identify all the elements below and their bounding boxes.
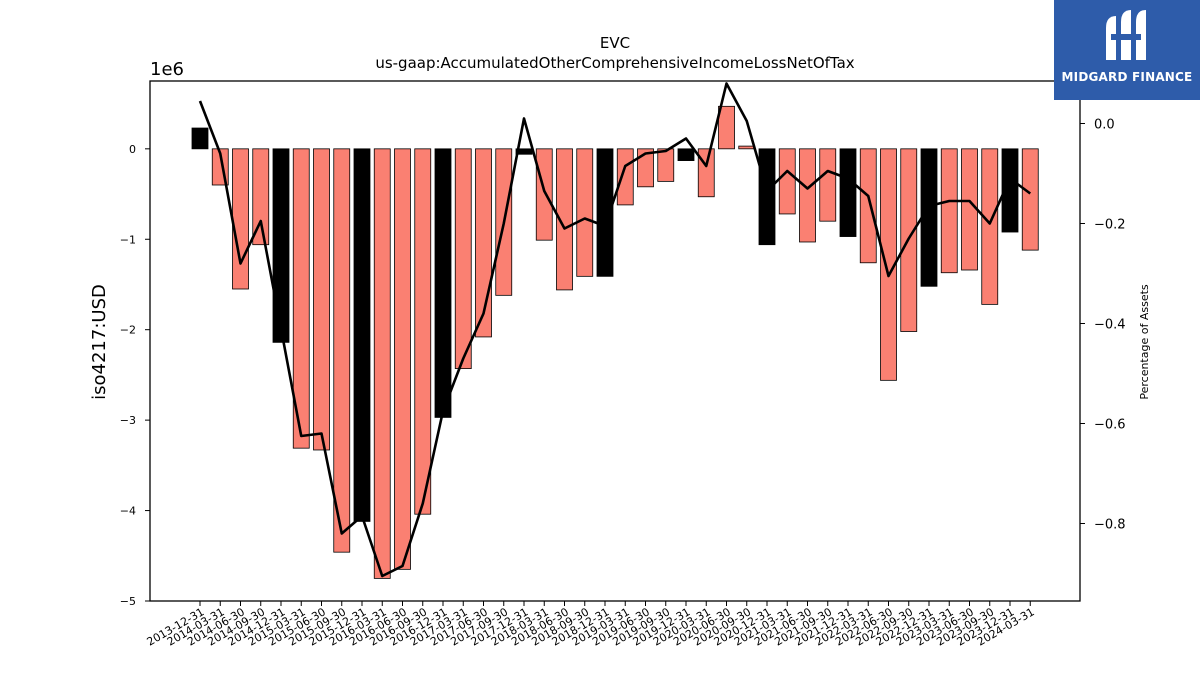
bar-2014-12-31 <box>272 148 290 343</box>
bar-2020-12-31 <box>758 148 776 246</box>
percentage-line <box>198 82 1032 578</box>
y-tick-label: −2 <box>120 324 136 337</box>
y-tick-label: −1 <box>120 233 136 246</box>
bar-2014-09-30 <box>252 148 270 246</box>
bar-2023-12-31 <box>1001 148 1019 233</box>
bar-2021-03-31 <box>778 148 796 215</box>
bar-2017-03-31 <box>454 148 472 369</box>
y2-axis-label: Percentage of Assets <box>1138 284 1151 400</box>
bar-2015-12-31 <box>353 148 371 522</box>
bar-2021-06-30 <box>799 148 816 243</box>
y2-tick-label: −0.2 <box>1094 218 1126 233</box>
bar-2016-09-30 <box>414 148 432 515</box>
bar-2018-06-30 <box>556 148 573 291</box>
y2-tick-label: −0.4 <box>1094 318 1126 333</box>
y2-tick-label: −0.8 <box>1094 518 1126 533</box>
logo-text: MIDGARD FINANCE <box>1061 70 1193 84</box>
plot-frame <box>149 80 1081 602</box>
bar-2019-03-31 <box>616 148 634 206</box>
bar-group <box>191 105 1039 579</box>
chart-title: EVC <box>600 34 630 52</box>
bar-2016-03-31 <box>373 148 391 579</box>
bar-2022-12-31 <box>920 148 938 287</box>
bar-2023-09-30 <box>981 148 999 305</box>
y-tick-label: −4 <box>120 505 136 518</box>
bar-2021-12-31 <box>839 148 857 237</box>
midgard-logo-icon <box>1106 10 1146 60</box>
bar-2020-06-30 <box>718 105 735 150</box>
bar-2018-09-30 <box>576 148 594 277</box>
bar-2023-06-30 <box>961 148 978 271</box>
bar-2019-12-31 <box>677 148 695 161</box>
bar-2015-03-31 <box>292 148 310 449</box>
axes: 0−1−2−3−4−50.0−0.2−0.4−0.6−0.82013-12-31… <box>120 80 1126 649</box>
y-tick-label: −3 <box>120 414 136 427</box>
line-group <box>198 82 1032 578</box>
midgard-finance-logo: MIDGARD FINANCE <box>1054 0 1200 100</box>
bar-2024-03-31 <box>1021 148 1039 251</box>
bar-2020-03-31 <box>697 148 715 198</box>
bar-2019-06-30 <box>637 148 654 188</box>
bar-2023-03-31 <box>940 148 958 274</box>
y-tick-label: 0 <box>129 143 136 156</box>
chart-subtitle: us-gaap:AccumulatedOtherComprehensiveInc… <box>375 54 854 72</box>
bar-2013-12-31 <box>191 127 209 150</box>
bar-2015-06-30 <box>313 148 330 451</box>
bar-2020-09-30 <box>738 145 756 150</box>
y-scale-label: 1e6 <box>150 59 184 80</box>
bar-2018-03-31 <box>535 148 553 241</box>
bar-2022-03-31 <box>859 148 877 264</box>
bar-2021-09-30 <box>819 148 837 222</box>
bar-2015-09-30 <box>333 148 351 553</box>
bar-2022-06-30 <box>880 148 897 381</box>
bar-2019-09-30 <box>657 148 675 182</box>
bar-2016-06-30 <box>394 148 411 570</box>
bar-2018-12-31 <box>596 148 614 277</box>
y2-tick-label: 0.0 <box>1094 118 1115 133</box>
y-axis-label: iso4217:USD <box>89 284 110 400</box>
y2-tick-label: −0.6 <box>1094 418 1126 433</box>
y-tick-label: −5 <box>120 595 136 608</box>
bar-2014-06-30 <box>232 148 249 290</box>
bar-2016-12-31 <box>434 148 452 418</box>
